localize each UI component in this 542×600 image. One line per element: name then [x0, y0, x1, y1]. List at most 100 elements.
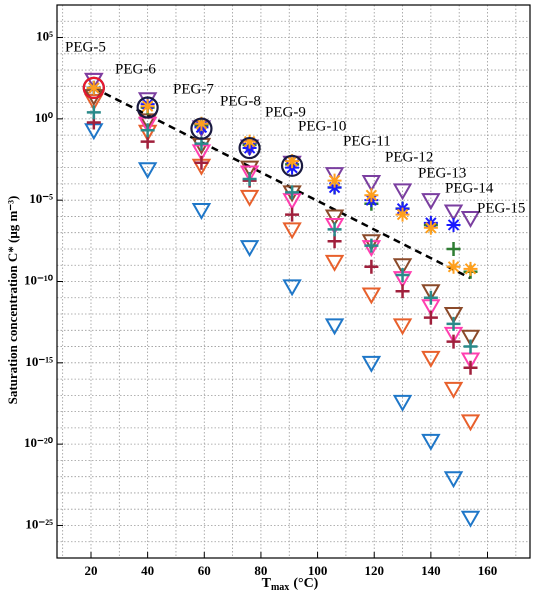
point: [86, 105, 101, 120]
point: [324, 254, 345, 272]
point: [361, 287, 382, 305]
triangle-marker: [239, 240, 260, 258]
triangle-marker: [392, 394, 413, 412]
point-label: PEG-7: [173, 81, 214, 97]
triangle-marker: [84, 93, 104, 111]
triangle-marker: [421, 284, 441, 302]
point: [239, 240, 260, 258]
y-tick-label: 10⁻¹⁵: [25, 354, 53, 369]
circle-marker: [190, 117, 213, 140]
point: [460, 510, 481, 528]
point: [84, 72, 104, 90]
fit-line: [93, 86, 472, 280]
star-marker: [446, 259, 461, 274]
point: [239, 189, 260, 207]
x-tick-label: 20: [84, 563, 97, 578]
point: [327, 173, 342, 188]
point: [463, 261, 478, 276]
star-marker: [423, 220, 438, 235]
point-label: PEG-11: [343, 133, 391, 149]
point: [443, 381, 464, 399]
triangle-marker: [421, 433, 441, 451]
point: [136, 96, 159, 119]
point: [84, 93, 104, 111]
point: [460, 414, 481, 432]
point: [238, 136, 261, 160]
point: [463, 339, 478, 354]
x-tick-label: 120: [364, 563, 384, 578]
y-tick-label: 10⁻⁵: [29, 191, 53, 206]
point: [443, 307, 464, 325]
triangle-marker: [324, 209, 345, 227]
point: [282, 222, 302, 240]
point: [395, 284, 410, 299]
plus-marker: [364, 259, 379, 274]
plus-marker: [463, 360, 478, 375]
x-label-sub: max: [271, 582, 289, 593]
point: [282, 279, 302, 297]
point-label: PEG-9: [265, 104, 306, 120]
star-marker: [86, 80, 101, 95]
point: [239, 165, 260, 183]
triangle-marker: [361, 234, 382, 252]
triangle-marker: [443, 204, 464, 222]
point: [242, 172, 257, 187]
x-label-unit: (°C): [293, 576, 318, 591]
point: [364, 259, 379, 274]
star-marker: [242, 134, 257, 149]
plus-marker: [395, 268, 410, 283]
triangle-marker: [361, 355, 382, 373]
plus-marker: [423, 290, 438, 305]
point: [421, 284, 441, 302]
circle-marker: [280, 154, 304, 177]
point: [86, 80, 101, 95]
plus-marker: [446, 241, 461, 256]
point: [140, 99, 155, 114]
point: [285, 154, 300, 169]
circle-marker: [238, 136, 261, 160]
point: [285, 185, 300, 200]
triangle-marker: [239, 165, 260, 183]
point: [364, 238, 379, 253]
y-tick-label: 10⁻²⁰: [24, 435, 54, 450]
point: [324, 167, 345, 185]
point: [423, 290, 438, 305]
triangle-marker: [84, 72, 104, 90]
point: [395, 207, 410, 222]
point-label: PEG-15: [477, 200, 525, 216]
point: [327, 222, 342, 237]
point-label: PEG-10: [298, 118, 346, 134]
point: [137, 162, 158, 180]
plus-marker: [285, 207, 300, 222]
circle-marker: [82, 76, 105, 99]
triangle-marker: [460, 510, 481, 528]
point: [82, 76, 105, 99]
triangle-marker: [460, 329, 481, 347]
point: [446, 259, 461, 274]
point: [423, 310, 438, 325]
point: [421, 193, 441, 211]
point: [361, 234, 382, 252]
point: [446, 217, 461, 232]
triangle-marker: [282, 222, 302, 240]
x-tick-label: 80: [254, 563, 267, 578]
point: [392, 318, 413, 336]
point: [324, 318, 345, 336]
point: [239, 160, 260, 178]
point: [446, 334, 461, 349]
point-label: PEG-12: [385, 149, 433, 165]
grid: [57, 5, 530, 558]
plus-marker: [327, 234, 342, 249]
point: [463, 360, 478, 375]
x-tick-label: 60: [198, 563, 211, 578]
point-label: PEG-8: [220, 93, 261, 109]
plus-marker: [327, 222, 342, 237]
point: [443, 204, 464, 222]
triangle-marker: [443, 381, 464, 399]
triangle-marker: [191, 202, 212, 220]
triangle-marker: [421, 350, 441, 368]
point: [140, 123, 155, 138]
x-tick-label: 100: [308, 563, 328, 578]
point: [324, 209, 345, 227]
